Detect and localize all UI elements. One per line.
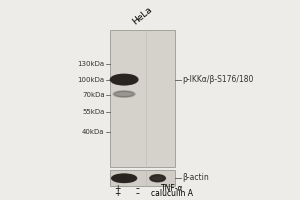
Text: –: – <box>136 184 140 193</box>
Ellipse shape <box>151 175 164 181</box>
Ellipse shape <box>112 174 136 182</box>
Text: β-actin: β-actin <box>182 173 209 182</box>
Ellipse shape <box>115 92 133 97</box>
Ellipse shape <box>115 76 134 83</box>
Text: –: – <box>136 189 140 198</box>
Ellipse shape <box>115 176 133 181</box>
Text: HeLa: HeLa <box>131 5 154 27</box>
Ellipse shape <box>114 175 134 181</box>
Text: p-IKKα/β-S176/180: p-IKKα/β-S176/180 <box>182 75 254 84</box>
Ellipse shape <box>113 175 135 182</box>
Ellipse shape <box>110 74 138 85</box>
Text: 70kDa: 70kDa <box>82 92 105 98</box>
Text: 100kDa: 100kDa <box>77 77 105 83</box>
Ellipse shape <box>152 176 164 181</box>
Ellipse shape <box>150 175 165 181</box>
Bar <box>110 30 176 167</box>
Ellipse shape <box>116 76 132 83</box>
Text: 40kDa: 40kDa <box>82 129 105 135</box>
Ellipse shape <box>112 75 136 84</box>
Text: +: + <box>114 184 120 193</box>
Ellipse shape <box>150 175 166 182</box>
Ellipse shape <box>112 174 136 182</box>
Text: TNF-α: TNF-α <box>161 184 184 193</box>
Text: caluculin A: caluculin A <box>152 189 194 198</box>
Ellipse shape <box>114 91 134 97</box>
Text: 55kDa: 55kDa <box>82 109 105 115</box>
Ellipse shape <box>111 75 137 84</box>
Text: +: + <box>114 189 120 198</box>
Text: 130kDa: 130kDa <box>77 61 105 67</box>
Bar <box>110 170 176 186</box>
Ellipse shape <box>113 91 135 97</box>
Ellipse shape <box>114 76 135 84</box>
